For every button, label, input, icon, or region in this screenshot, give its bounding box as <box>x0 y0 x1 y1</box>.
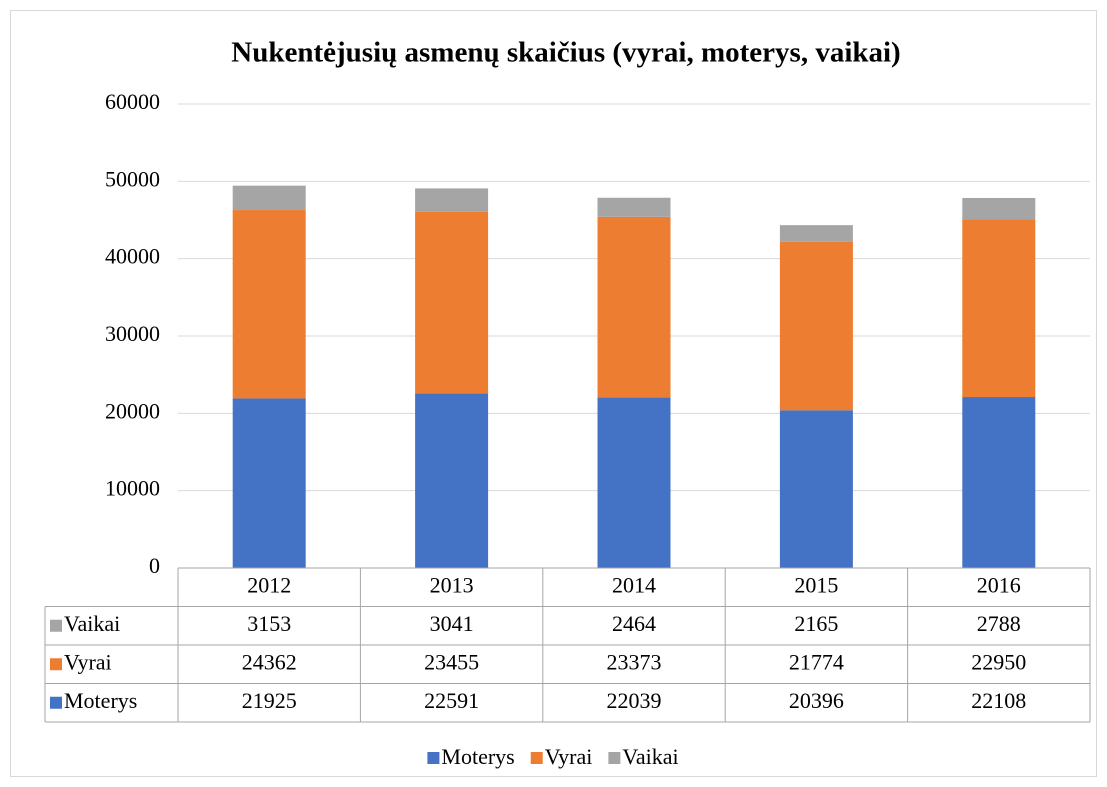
table-value: 2464 <box>612 611 656 636</box>
bar <box>597 397 671 568</box>
table-value: 2165 <box>794 611 838 636</box>
bar <box>779 241 853 411</box>
bar <box>415 393 489 568</box>
table-value: 3041 <box>430 611 474 636</box>
x-tick-label: 2014 <box>612 572 656 597</box>
table-value: 3153 <box>247 611 291 636</box>
bar <box>415 211 489 394</box>
table-value: 22950 <box>971 649 1026 674</box>
bar <box>962 397 1036 568</box>
bar <box>415 188 489 212</box>
y-tick-label: 40000 <box>105 244 160 269</box>
y-tick-label: 0 <box>149 553 160 578</box>
table-value: 23455 <box>424 649 479 674</box>
table-value: 2788 <box>977 611 1021 636</box>
y-tick-label: 50000 <box>105 166 160 191</box>
legend-key <box>608 752 621 764</box>
bar <box>779 410 853 568</box>
y-tick-label: 30000 <box>105 321 160 346</box>
table-value: 21925 <box>242 688 297 713</box>
table-value: 22591 <box>424 688 479 713</box>
table-legend-key <box>50 619 62 632</box>
legend-label: Vaikai <box>622 744 678 769</box>
table-legend-key <box>50 658 62 671</box>
y-tick-label: 20000 <box>105 398 160 423</box>
table-value: 22108 <box>971 688 1026 713</box>
legend-key <box>427 752 440 764</box>
chart-border <box>10 10 1097 777</box>
table-value: 20396 <box>789 688 844 713</box>
chart-title: Nukentėjusių asmenų skaičius (vyrai, mot… <box>231 37 900 69</box>
table-row-label: Vaikai <box>64 611 120 636</box>
y-tick-label: 60000 <box>105 89 160 114</box>
bar <box>779 225 853 242</box>
bar <box>232 398 306 568</box>
y-tick-label: 10000 <box>105 476 160 501</box>
bar <box>232 185 306 211</box>
legend-label: Moterys <box>441 744 514 769</box>
bar <box>962 197 1036 220</box>
table-row-label: Moterys <box>64 688 137 713</box>
table-value: 22039 <box>607 688 662 713</box>
bar <box>597 216 671 398</box>
table-legend-key <box>50 696 62 709</box>
table-value: 24362 <box>242 649 297 674</box>
table-value: 23373 <box>607 649 662 674</box>
bar <box>597 197 671 217</box>
x-tick-label: 2012 <box>247 572 291 597</box>
bar <box>962 219 1036 398</box>
bar <box>232 210 306 399</box>
x-tick-label: 2016 <box>977 572 1021 597</box>
table-row-label: Vyrai <box>64 649 112 674</box>
x-tick-label: 2015 <box>794 572 838 597</box>
legend-key <box>530 752 543 764</box>
table-value: 21774 <box>789 649 844 674</box>
x-tick-label: 2013 <box>430 572 474 597</box>
legend-label: Vyrai <box>545 744 593 769</box>
